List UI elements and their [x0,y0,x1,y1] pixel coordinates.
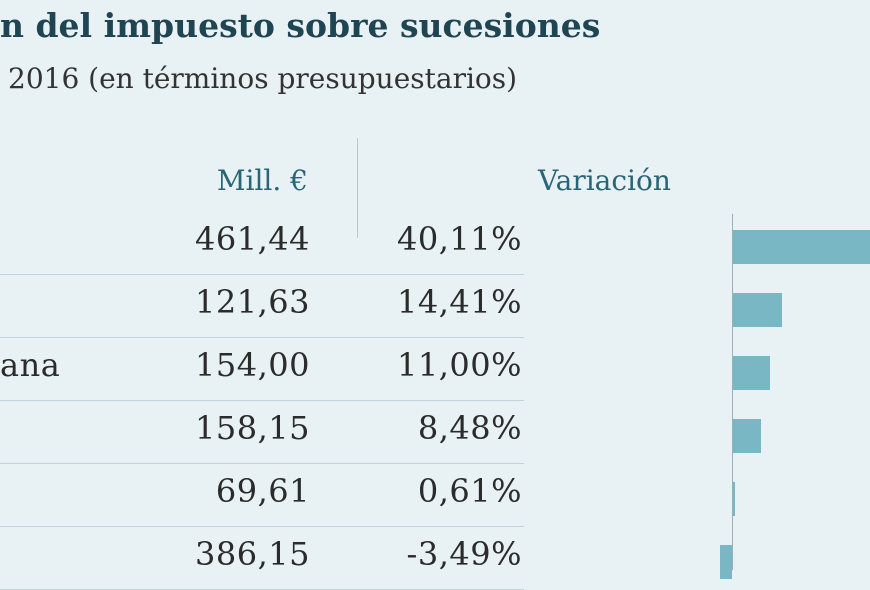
table-row: 386,15 -3,49% [0,527,524,590]
zero-axis [732,214,733,570]
variation-value: 0,61% [417,472,522,510]
variation-value: -3,49% [406,535,522,573]
table-row: 69,61 0,61% [0,464,524,527]
mill-value: 121,63 [195,283,310,321]
table-row: 461,44 40,11% [0,212,524,275]
variation-bar [732,230,870,264]
mill-value: 461,44 [195,220,310,258]
chart-title: n del impuesto sobre sucesiones [0,6,601,45]
variation-value: 11,00% [396,346,522,384]
variation-bar [732,482,735,516]
table-row: 158,15 8,48% [0,401,524,464]
chart-subtitle: 2016 (en términos presupuestarios) [8,62,518,95]
variation-bar [719,545,732,579]
variation-value: 40,11% [396,220,522,258]
variation-bar [732,293,782,327]
column-divider [357,138,358,238]
variation-bar [732,419,762,453]
mill-value: 158,15 [195,409,310,447]
table-row: ana 154,00 11,00% [0,338,524,401]
mill-value: 69,61 [215,472,310,510]
header-mill: Mill. € [216,164,308,197]
table-row: 121,63 14,41% [0,275,524,338]
region-name: ana [0,346,61,384]
variation-value: 8,48% [417,409,522,447]
variation-value: 14,41% [396,283,522,321]
header-variacion: Variación [538,164,671,197]
mill-value: 154,00 [195,346,310,384]
variation-bar [732,356,770,390]
mill-value: 386,15 [195,535,310,573]
